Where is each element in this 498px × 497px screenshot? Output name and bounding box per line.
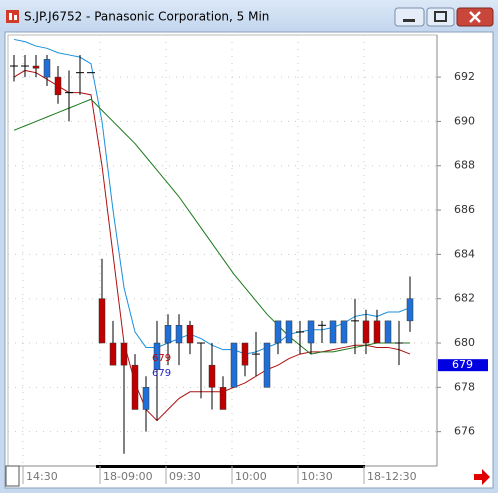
app-icon-part — [14, 15, 17, 20]
y-tick-label: 690 — [454, 114, 475, 127]
candle-body — [340, 320, 348, 344]
candle-body — [329, 320, 337, 344]
scroll-box[interactable] — [5, 465, 20, 487]
candle-body — [406, 298, 414, 322]
candle-body — [164, 325, 172, 344]
app-icon-part — [9, 13, 12, 20]
candle-body — [175, 325, 183, 344]
x-tick-label: 10:00 — [235, 470, 267, 483]
candle-body — [98, 298, 106, 344]
maximize-button[interactable] — [426, 7, 455, 27]
candle-body — [54, 76, 62, 96]
x-tick-label: 09:30 — [169, 470, 201, 483]
x-tick-label: 18-09:00 — [103, 470, 153, 483]
y-tick-label: 682 — [454, 292, 475, 305]
y-tick-label: 692 — [454, 70, 475, 83]
candle-body — [120, 342, 128, 366]
maximize-icon — [434, 11, 447, 22]
y-tick-label: 684 — [454, 247, 475, 260]
candle-body — [219, 387, 227, 410]
last-price-box — [438, 359, 488, 372]
candle-body — [230, 342, 238, 388]
candle-body — [142, 387, 150, 410]
close-icon — [469, 11, 481, 23]
candle-body — [131, 364, 139, 410]
session-bar — [96, 465, 365, 468]
candle-body — [362, 320, 370, 344]
candle-body — [109, 342, 117, 366]
y-tick-label: 676 — [454, 425, 475, 438]
window-title: S.JP.J6752 - Panasonic Corporation, 5 Mi… — [24, 10, 269, 24]
y-tick-label: 688 — [454, 159, 475, 172]
x-tick-label: 14:30 — [26, 470, 58, 483]
ma-line — [13, 98, 410, 355]
candle-body — [285, 320, 293, 344]
minimize-button[interactable] — [394, 7, 425, 27]
candle-body — [241, 342, 249, 366]
y-tick-label: 678 — [454, 380, 475, 393]
candle-body — [384, 320, 392, 344]
candle-body — [186, 325, 194, 344]
candle-body — [208, 364, 216, 388]
candle-body — [43, 59, 51, 78]
y-tick-label: 680 — [454, 336, 475, 349]
candle-body — [373, 320, 381, 344]
candle-body — [274, 320, 282, 344]
price-annotation: 679 — [152, 368, 171, 379]
y-tick-label: 686 — [454, 203, 475, 216]
candle-body — [32, 65, 40, 69]
app-icon — [6, 10, 19, 23]
scroll-arrow[interactable] — [474, 469, 490, 485]
candle-body — [263, 342, 271, 388]
price-annotation: 679 — [152, 353, 171, 364]
last-price-label: 679 — [452, 358, 473, 371]
plot: 676 678 680 682 684 686 688 690 692 14:30 18-09:00… — [8, 35, 488, 484]
candle-body — [307, 320, 315, 344]
candle-body — [153, 342, 161, 370]
minimize-icon — [403, 19, 415, 22]
x-tick-label: 10:30 — [301, 470, 333, 483]
x-tick-label: 18-12:30 — [367, 470, 417, 483]
